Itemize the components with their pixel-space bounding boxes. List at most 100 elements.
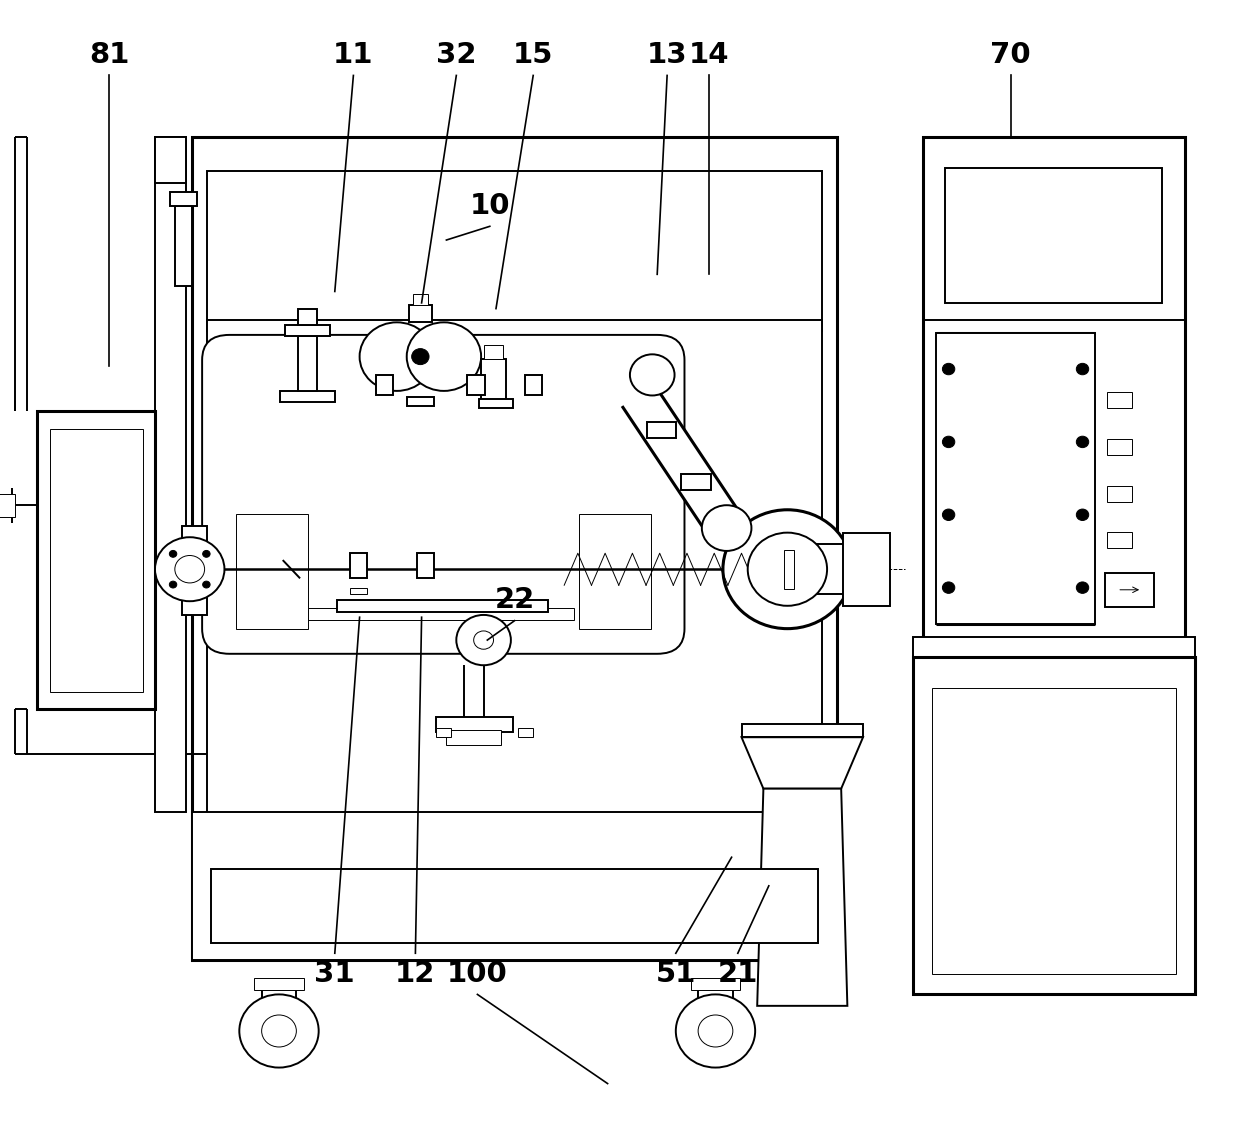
Circle shape [360,322,434,391]
Bar [280,391,335,402]
Circle shape [407,322,481,391]
Bar [0,494,15,517]
Circle shape [1076,509,1089,520]
Bar [37,411,155,709]
Bar [192,137,837,960]
Bar [1107,533,1132,549]
Text: 32: 32 [436,41,476,69]
Bar [1107,486,1132,502]
Circle shape [748,533,827,606]
Bar [436,717,513,732]
Text: 13: 13 [647,41,687,69]
Bar [172,553,205,585]
Circle shape [942,437,955,448]
Text: 51: 51 [656,960,696,988]
Bar [843,533,890,606]
Circle shape [474,631,494,649]
Polygon shape [622,389,744,537]
Bar [945,168,1162,303]
Bar [579,514,651,629]
Bar [407,397,434,406]
Bar [350,588,367,594]
Circle shape [723,510,852,629]
Circle shape [155,537,224,601]
Bar [647,422,677,438]
Text: 100: 100 [448,960,507,988]
Polygon shape [742,737,863,789]
Circle shape [412,349,429,365]
Bar [155,137,186,812]
Bar [1107,578,1132,594]
Bar [913,657,1195,994]
Circle shape [170,581,177,588]
Circle shape [942,509,955,520]
Bar [923,137,1185,640]
Bar [298,309,317,325]
Bar [691,978,740,990]
Bar [417,553,434,578]
Bar [932,688,1176,974]
Text: 11: 11 [334,41,373,69]
Bar [376,375,393,395]
Circle shape [1076,582,1089,593]
Bar [285,325,330,336]
Circle shape [1076,437,1089,448]
Circle shape [630,354,675,395]
Circle shape [676,994,755,1068]
Bar [481,359,506,402]
Circle shape [698,1015,733,1047]
Bar [175,206,192,286]
Bar [436,728,451,737]
Bar [254,978,304,990]
FancyBboxPatch shape [202,335,684,654]
Bar [170,192,197,206]
Bar [742,724,863,737]
Text: 12: 12 [396,960,435,988]
Circle shape [456,615,511,665]
Bar [936,333,1095,624]
Bar [207,320,822,914]
Bar [192,812,837,960]
Circle shape [202,551,210,558]
Text: 15: 15 [513,41,553,69]
Bar [413,294,428,305]
Circle shape [239,994,319,1068]
Bar [1107,439,1132,455]
Text: 81: 81 [89,41,129,69]
Bar [236,514,308,629]
Circle shape [175,555,205,583]
Circle shape [170,551,177,558]
Circle shape [702,505,751,551]
Bar [682,474,712,490]
Text: 21: 21 [718,960,758,988]
Bar [211,869,818,943]
Text: 14: 14 [689,41,729,69]
Bar [50,429,143,692]
Bar [518,728,533,737]
Bar [446,730,501,745]
Bar [484,345,503,359]
Polygon shape [758,789,847,1006]
Bar [806,544,858,594]
Text: 10: 10 [470,192,510,219]
Bar [207,171,822,331]
Bar [182,526,207,615]
Bar [913,637,1195,657]
Circle shape [262,1015,296,1047]
Bar [479,399,513,408]
Text: 22: 22 [495,586,534,614]
Bar [409,305,432,322]
Text: 31: 31 [315,960,355,988]
Bar [1105,573,1154,607]
Bar [1107,392,1132,408]
Bar [337,600,548,612]
Circle shape [942,582,955,593]
Circle shape [202,581,210,588]
Bar [350,553,367,578]
Text: 70: 70 [991,41,1030,69]
Circle shape [942,363,955,375]
Bar [784,550,794,589]
Bar [467,375,485,395]
Bar [155,137,186,183]
Bar [525,375,542,395]
